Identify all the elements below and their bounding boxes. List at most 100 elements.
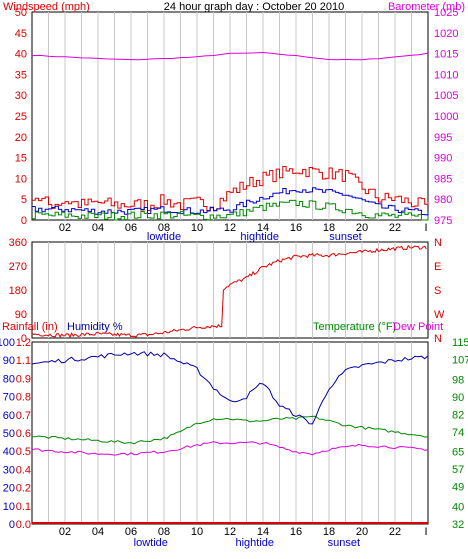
temperature-tick-label: 82	[452, 409, 464, 421]
hour-tick-label: 12	[224, 526, 236, 538]
direction-degree-label: 0	[21, 333, 27, 345]
gust-line	[32, 166, 429, 211]
barometer-tick-label: 1000	[434, 111, 458, 123]
barometer-tick-label: 1020	[434, 28, 458, 40]
direction-degree-ticks: 0 90 180 270 360	[9, 237, 27, 345]
direction-panel-series	[31, 244, 427, 339]
windspeed-tick-label: 15	[15, 153, 27, 165]
hour-tick-label: 22	[389, 222, 401, 234]
humidity-tick-label: 40	[3, 446, 15, 458]
temperature-tick-label: 65	[452, 447, 464, 459]
windspeed-tick-label: 40	[15, 49, 27, 61]
windspeed-tick-label: 35	[15, 69, 27, 81]
direction-degree-label: 270	[9, 261, 27, 273]
windspeed-tick-label: 10	[15, 173, 27, 185]
direction-degree-label: 180	[9, 285, 27, 297]
hour-tick-label: 18	[323, 222, 335, 234]
barometer-axis-label: Barometer (mb)	[388, 1, 465, 13]
hour-tick-label: 16	[290, 526, 302, 538]
hour-tick-label: 08	[158, 222, 170, 234]
wind-direction-line	[31, 244, 427, 339]
temperature-tick-label: 40	[452, 501, 464, 513]
barometer-line	[31, 51, 429, 61]
temperature-tick-label: 74	[452, 427, 464, 439]
rainfall-tick-label: 0.5	[16, 446, 31, 458]
barometer-tick-label: 1015	[434, 49, 458, 61]
humidity-tick-label: 70	[3, 392, 15, 404]
wind-panel-hour-ticks: 02 04 06 08 10 12 14 16 18 20 22 I	[59, 222, 428, 234]
hour-tick-label: 06	[125, 222, 137, 234]
event-label-lowtide: lowtide	[134, 537, 168, 549]
dewpoint-line	[31, 441, 429, 456]
wind-panel-events: lowtide hightide sunset	[147, 231, 362, 243]
hour-tick-label: 14	[257, 526, 269, 538]
hour-tick-label: 02	[59, 526, 71, 538]
rainfall-ticks: 0.0 0.1 0.2 0.4 0.5 0.6 0.7 0.8 0.9 1.1 1.2	[16, 337, 31, 531]
direction-compass-label: N	[434, 237, 442, 249]
rainfall-tick-label: 0.6	[16, 428, 31, 440]
rainfall-tick-label: 0.0	[16, 519, 31, 531]
rainfall-tick-label: 0.4	[16, 464, 31, 476]
humidity-tick-label: 20	[3, 483, 15, 495]
direction-panel-grid	[48, 242, 412, 338]
direction-compass-label: S	[434, 285, 441, 297]
humidity-panel-grid	[48, 342, 412, 524]
temperature-tick-label: 98	[452, 374, 464, 386]
rainfall-tick-label: 0.8	[16, 392, 31, 404]
temperature-ticks: 32 40 49 57 65 74 82 90 98 107 115	[452, 337, 468, 531]
windspeed-tick-label: 20	[15, 132, 27, 144]
humidity-line	[31, 351, 429, 425]
windspeed-ticks: 0 5 10 15 20 25 30 35 40 45 50	[15, 7, 27, 227]
hour-tick-label: 06	[125, 526, 137, 538]
hour-tick-label: 16	[290, 222, 302, 234]
barometer-tick-label: 995	[434, 132, 452, 144]
temperature-line	[32, 415, 429, 445]
hour-tick-label: 10	[191, 526, 203, 538]
hour-tick-label: 12	[224, 222, 236, 234]
hour-tick-label: 20	[356, 526, 368, 538]
hour-tick-label: 02	[59, 222, 71, 234]
hour-tick-label: 22	[389, 526, 401, 538]
temperature-tick-label: 115	[452, 337, 468, 349]
windspeed-tick-label: 45	[15, 28, 27, 40]
event-label-sunset: sunset	[328, 537, 360, 549]
barometer-ticks: 975 980 985 990 995 1000 1005 1010 1015 1020 1025	[434, 7, 458, 227]
barometer-tick-label: 1025	[434, 7, 458, 19]
barometer-tick-label: 1005	[434, 90, 458, 102]
hour-tick-label: 04	[92, 526, 104, 538]
humidity-tick-label: 100	[0, 337, 15, 349]
barometer-tick-label: 1010	[434, 69, 458, 81]
hour-tick-label: 10	[191, 222, 203, 234]
windspeed-line	[32, 199, 429, 221]
temperature-tick-label: 90	[452, 392, 464, 404]
humidity-panel-series	[31, 351, 429, 524]
event-label-hightide: hightide	[240, 231, 279, 243]
humidity-panel-events: lowtide hightide sunset	[134, 537, 360, 549]
temperature-tick-label: 107	[452, 355, 468, 367]
rainfall-tick-label: 0.1	[16, 501, 31, 513]
event-label-lowtide: lowtide	[147, 231, 181, 243]
hour-tick-label: 20	[356, 222, 368, 234]
temperature-tick-label: 57	[452, 464, 464, 476]
barometer-tick-label: 975	[434, 215, 452, 227]
rainfall-tick-label: 0.9	[16, 373, 31, 385]
humidity-ticks: 0 10 20 30 40 50 60 70 80 90 100	[0, 337, 15, 531]
windspeed-tick-label: 30	[15, 90, 27, 102]
barometer-tick-label: 990	[434, 153, 452, 165]
humidity-tick-label: 30	[3, 464, 15, 476]
humidity-panel-hour-ticks: 02 04 06 08 10 12 14 16 18 20 22 I	[59, 526, 428, 538]
end-marker-label: I	[424, 526, 427, 538]
direction-compass-label: E	[434, 261, 441, 273]
humidity-tick-label: 10	[3, 501, 15, 513]
barometer-tick-label: 980	[434, 194, 452, 206]
humidity-tick-label: 60	[3, 410, 15, 422]
windspeed-tick-label: 25	[15, 111, 27, 123]
humidity-tick-label: 0	[9, 519, 15, 531]
wind-panel-series	[31, 51, 429, 221]
temperature-tick-label: 32	[452, 519, 464, 531]
windspeed-tick-label: 5	[21, 194, 27, 206]
rainfall-tick-label: 1.1	[16, 355, 31, 367]
